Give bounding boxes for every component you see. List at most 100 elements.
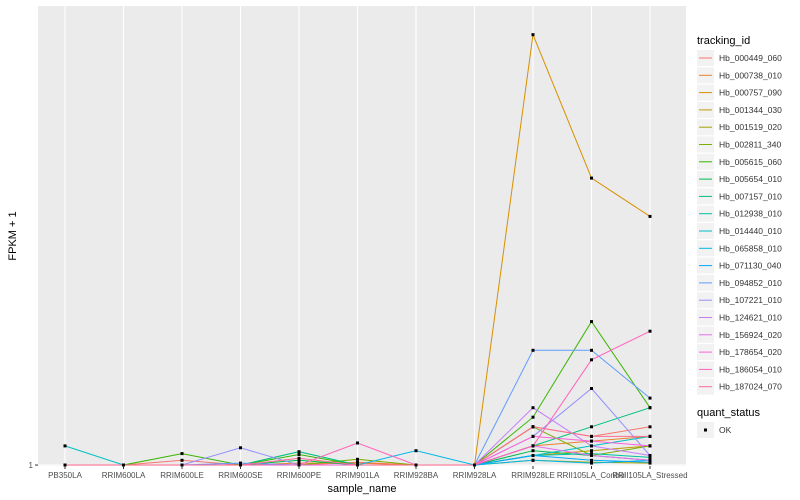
legend-shape-items: OK [697,422,732,438]
legend-label: Hb_005654_010 [719,174,782,184]
data-point [531,425,535,429]
data-point [648,444,652,448]
data-point [180,463,184,467]
data-point [590,454,593,457]
data-point [356,441,359,445]
data-point [180,452,184,456]
legend-label: Hb_156924_020 [719,330,782,340]
data-point [531,449,535,453]
data-point [590,176,593,180]
legend-item: Hb_071130_040 [697,257,782,274]
data-point [590,358,593,362]
legend-item: Hb_065858_010 [697,240,782,257]
x-tick-label: RRIM928BA [394,471,439,480]
legend-label: Hb_002811_340 [719,140,782,150]
data-point [648,434,652,438]
data-point [648,455,652,459]
data-point [648,214,652,218]
axes: PB350LA RRIM600LA RRIM600LE RRIM600SE RRIM60… [29,461,688,480]
legend-item: Hb_000449_060 [697,50,782,66]
data-point [590,461,593,465]
data-point [531,348,535,352]
data-point [63,444,67,448]
legend-label: Hb_001344_030 [719,105,782,115]
legend-item: Hb_000738_010 [697,67,782,84]
x-tick-label: PB350LA [48,471,82,480]
data-point [356,457,359,461]
data-point [648,329,652,333]
legend-key-point [704,428,707,432]
legend: tracking_id Hb_000449_060Hb_000738_010Hb… [697,35,782,438]
data-point [531,458,535,462]
data-point [590,452,593,456]
data-point [590,444,593,448]
legend-item: OK [697,422,732,438]
legend-label: Hb_000757_090 [719,88,782,98]
legend-label: Hb_012938_010 [719,209,782,219]
data-point [297,453,301,456]
data-point [63,463,67,467]
data-point [531,434,535,438]
data-point [414,449,418,453]
data-point [297,450,301,454]
data-point [648,425,652,429]
x-tick-label: RRIM600LA [102,471,146,480]
legend-item: Hb_094852_010 [697,274,782,291]
x-tick-label: RRIM928LA [453,471,497,480]
x-tick-label: RRIM600SE [218,471,262,480]
legend-label: Hb_005615_060 [719,157,782,167]
data-point [239,461,242,465]
legend-label: Hb_094852_010 [719,278,782,288]
data-point [531,406,535,410]
data-point [590,434,593,438]
data-point [180,458,184,462]
data-point [590,458,593,462]
data-point [297,458,301,462]
data-point [297,456,301,460]
legend-item: Hb_001344_030 [697,101,782,118]
data-point [648,460,652,464]
data-point [590,387,593,390]
legend-label: Hb_007157_010 [719,191,782,201]
x-tick-label: RRIM928LE [511,471,555,480]
legend-label: Hb_000449_060 [719,53,782,63]
data-point [239,463,242,467]
legend-item: Hb_005615_060 [697,153,782,170]
legend-label: Hb_186054_010 [719,364,782,374]
x-tick-label: RRIM600LE [160,471,204,480]
x-axis-title: sample_name [327,483,396,495]
legend-item: Hb_014440_010 [697,223,782,239]
x-tick-label: RRIM901LA [336,471,380,480]
data-point [239,446,242,450]
legend-item: Hb_186054_010 [697,361,782,378]
legend-item: Hb_001519_020 [697,119,782,136]
legend-label: Hb_107221_010 [719,295,782,305]
legend-label: OK [719,425,732,435]
data-point [356,461,359,465]
data-point [531,415,535,419]
legend-item: Hb_000757_090 [697,84,782,101]
data-point [590,425,593,429]
legend-item: Hb_007157_010 [697,188,782,205]
x-tick-label: RRII105LA_Stressed [612,471,687,480]
y-tick-label: 1 [29,461,34,470]
data-point [648,396,652,400]
legend-item: Hb_178654_020 [697,344,782,361]
data-point [531,33,535,37]
legend-item: Hb_156924_020 [697,326,782,343]
legend-label: Hb_187024_070 [719,382,782,392]
legend-label: Hb_065858_010 [719,243,782,253]
legend-colour-items: Hb_000449_060 Hb_000738_010 Hb_000757_090 H… [697,50,782,395]
legend-item: Hb_124621_010 [697,309,782,326]
legend-label: Hb_000738_010 [719,70,782,80]
data-point [414,463,418,467]
data-point [531,454,535,457]
x-tick-label: RRII105LA_Control [557,471,627,480]
legend-label: Hb_071130_040 [719,261,782,271]
legend-title-tracking-id: tracking_id [697,35,750,47]
legend-label: Hb_178654_020 [719,347,782,357]
legend-title-quant-status: quant_status [697,407,760,419]
legend-item: Hb_187024_070 [697,378,782,395]
legend-label: Hb_124621_010 [719,313,782,323]
data-point [122,463,125,467]
